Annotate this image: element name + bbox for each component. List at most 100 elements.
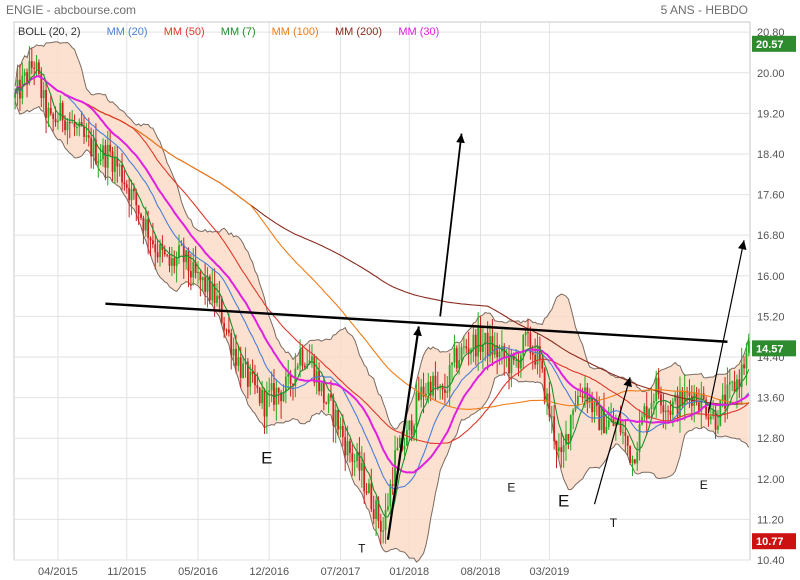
candle-body [636,451,639,464]
candle-body [491,336,494,355]
candle [242,355,245,379]
candle-body [743,364,745,369]
candle [726,367,729,420]
trendline [386,326,420,540]
candle [61,100,64,133]
candle [398,435,401,448]
candle-body [690,395,693,406]
last-price-badge-bg [752,340,796,357]
candle-body [382,530,385,532]
candle [365,482,368,496]
candle [643,403,646,423]
candle-body [529,332,532,353]
candle-body [147,219,150,238]
candle [273,368,275,412]
legend-entry: MM (100) [272,26,319,38]
candle-body [472,334,475,350]
candle-body [496,345,499,358]
candle-body [396,447,399,451]
candle-body [163,250,166,255]
legend-entry: MM (30) [398,26,439,38]
candle-body [719,399,722,426]
candle-body [484,332,487,345]
candle-body [349,441,351,453]
candle-body [700,393,703,412]
candle [645,392,648,435]
candle-body [648,409,650,419]
candle-body [541,360,544,369]
candle-body [85,135,88,137]
candle-body [721,394,724,400]
candle-body [180,244,183,246]
candle-body [548,393,551,417]
candle [97,153,100,178]
candle-body [137,205,140,215]
candle [519,351,522,378]
candle-body [159,244,161,258]
candle [287,359,290,391]
candle-body [92,139,95,157]
candle-body [403,445,406,450]
candle [460,343,463,366]
candle [268,377,271,407]
candle-body [731,381,734,383]
candle-body [463,346,465,348]
candle [275,379,278,421]
candle [553,405,556,450]
candle-body [664,410,667,413]
candle-body [154,244,157,253]
candle [128,178,131,218]
candle [676,386,679,422]
candle-body [358,451,361,471]
candle [237,346,240,372]
candle [189,254,192,291]
candle-body [536,346,539,365]
candle-body [747,340,750,354]
candle [429,376,432,402]
candle [83,114,85,144]
candle-body [643,406,646,417]
candle-body [626,435,629,446]
candle-body [114,157,116,172]
candle-body [377,500,380,521]
legend-entry: MM (200) [335,26,382,38]
chart-title: ENGIE - abcbourse.com [6,3,137,17]
candle-body [213,283,216,304]
candle-body [254,374,256,386]
candle [66,117,69,145]
candle-body [38,62,40,74]
candle-body [83,126,85,137]
candle [569,414,572,451]
candle-body [263,389,266,417]
candle-body [394,450,396,486]
candle-body [97,161,100,164]
candle-body [237,357,240,366]
candle [600,406,603,435]
candle-body [313,356,316,383]
last-price-badge-text: 14.57 [756,343,784,355]
candle-body [607,420,610,427]
x-tick-label: 05/2016 [178,566,218,578]
candle-body [633,459,636,464]
candle [738,369,741,399]
legend-entry: BOLL (20, 2) [18,26,81,38]
candle [479,316,482,361]
candle-body [736,379,738,392]
candle [389,479,392,515]
candle [679,376,681,433]
candle-body [320,382,323,392]
candle-body [211,283,214,301]
candle-body [218,295,221,300]
y-tick-label: 12.00 [757,474,785,486]
candle [557,433,560,459]
candle [674,391,677,405]
candle-body [140,214,142,218]
candle [415,382,418,442]
candle-body [194,262,197,274]
candle [52,112,55,132]
candle-body [173,258,176,266]
candle-body [256,385,259,388]
candle-body [593,401,596,413]
candle-body [239,357,242,378]
bollinger-lower-line [14,101,750,563]
